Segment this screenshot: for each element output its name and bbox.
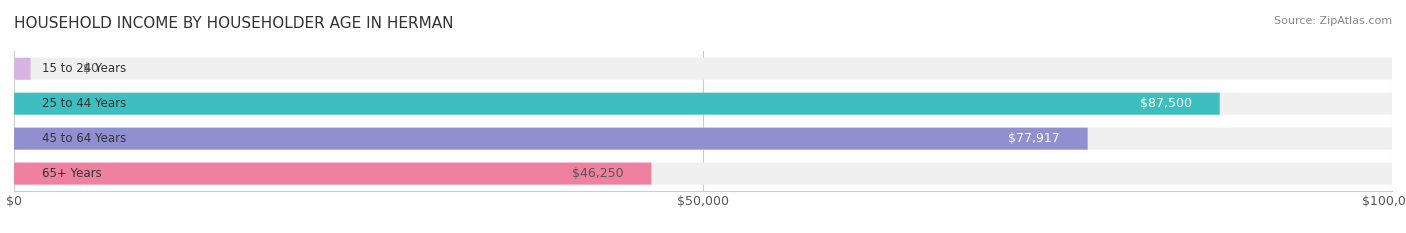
FancyBboxPatch shape: [14, 163, 1392, 185]
FancyBboxPatch shape: [14, 128, 1392, 150]
Text: $46,250: $46,250: [572, 167, 624, 180]
Text: $77,917: $77,917: [1008, 132, 1060, 145]
Text: HOUSEHOLD INCOME BY HOUSEHOLDER AGE IN HERMAN: HOUSEHOLD INCOME BY HOUSEHOLDER AGE IN H…: [14, 16, 454, 31]
Text: 15 to 24 Years: 15 to 24 Years: [42, 62, 127, 75]
Text: 65+ Years: 65+ Years: [42, 167, 101, 180]
FancyBboxPatch shape: [14, 58, 31, 80]
Text: $0: $0: [83, 62, 98, 75]
FancyBboxPatch shape: [14, 93, 1392, 115]
FancyBboxPatch shape: [14, 163, 651, 185]
Text: 25 to 44 Years: 25 to 44 Years: [42, 97, 127, 110]
Text: $87,500: $87,500: [1140, 97, 1192, 110]
FancyBboxPatch shape: [14, 93, 1220, 115]
Text: Source: ZipAtlas.com: Source: ZipAtlas.com: [1274, 16, 1392, 26]
FancyBboxPatch shape: [14, 58, 1392, 80]
FancyBboxPatch shape: [14, 128, 1088, 150]
Text: 45 to 64 Years: 45 to 64 Years: [42, 132, 127, 145]
